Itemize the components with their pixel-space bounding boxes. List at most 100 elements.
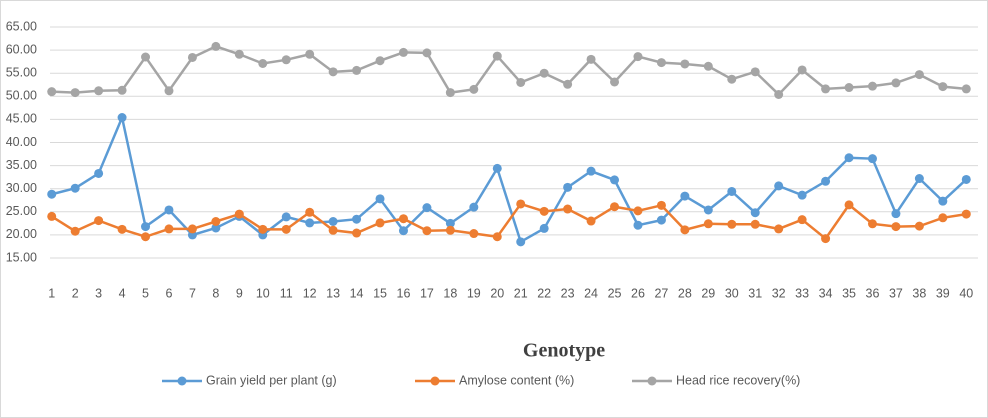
point	[610, 77, 620, 87]
x-tick-label: 33	[795, 286, 809, 300]
point	[47, 87, 57, 97]
point	[398, 226, 408, 236]
point	[797, 190, 807, 200]
point	[94, 168, 104, 178]
point	[867, 154, 877, 164]
x-tick-label: 32	[772, 286, 786, 300]
point	[891, 78, 901, 88]
point	[164, 224, 174, 234]
x-tick-label: 35	[842, 286, 856, 300]
point	[516, 77, 526, 87]
y-tick-label: 15.00	[6, 250, 37, 264]
x-tick-label: 16	[397, 286, 411, 300]
x-tick-label: 23	[561, 286, 575, 300]
point	[117, 113, 127, 123]
point	[891, 209, 901, 219]
legend-marker	[430, 376, 440, 386]
legend-label: Grain yield per plant (g)	[206, 373, 337, 387]
point	[94, 216, 104, 226]
y-tick-label: 35.00	[6, 158, 37, 172]
x-tick-label: 18	[443, 286, 457, 300]
point	[938, 82, 948, 92]
point	[750, 208, 760, 218]
x-tick-label: 17	[420, 286, 434, 300]
x-tick-label: 31	[748, 286, 762, 300]
point	[70, 88, 80, 98]
point	[211, 41, 221, 51]
point	[633, 220, 643, 230]
x-tick-label: 11	[280, 286, 293, 300]
point	[633, 52, 643, 62]
point	[703, 219, 713, 229]
point	[844, 83, 854, 93]
point	[422, 48, 432, 58]
legend-marker	[177, 376, 187, 386]
point	[328, 67, 338, 77]
point	[375, 194, 385, 204]
point	[47, 189, 57, 199]
x-tick-label: 5	[142, 286, 149, 300]
point	[844, 200, 854, 210]
point	[422, 203, 432, 213]
point	[961, 84, 971, 94]
x-tick-label: 8	[212, 286, 219, 300]
x-tick-label: 24	[584, 286, 598, 300]
x-tick-label: 7	[189, 286, 196, 300]
point	[281, 212, 291, 222]
point	[47, 211, 57, 221]
point	[187, 224, 197, 234]
point	[445, 225, 455, 235]
point	[211, 217, 221, 227]
point	[375, 56, 385, 66]
point	[352, 65, 362, 75]
x-tick-label: 3	[95, 286, 102, 300]
x-tick-label: 6	[165, 286, 172, 300]
x-tick-label: 2	[72, 286, 79, 300]
point	[539, 223, 549, 233]
point	[914, 174, 924, 184]
point	[469, 229, 479, 239]
point	[398, 47, 408, 57]
y-tick-label: 55.00	[6, 65, 37, 79]
point	[492, 163, 502, 173]
point	[750, 219, 760, 229]
point	[305, 49, 315, 59]
y-tick-label: 65.00	[6, 19, 37, 33]
point	[703, 205, 713, 215]
point	[70, 183, 80, 193]
series-line	[51, 45, 967, 97]
point	[727, 219, 737, 229]
point	[961, 209, 971, 219]
point	[187, 52, 197, 62]
point	[141, 232, 151, 242]
x-tick-label: 4	[119, 286, 126, 300]
x-tick-label: 29	[701, 286, 715, 300]
point	[680, 59, 690, 69]
point	[305, 207, 315, 217]
x-tick-label: 21	[514, 286, 528, 300]
point	[844, 153, 854, 163]
x-tick-label: 15	[373, 286, 387, 300]
point	[422, 226, 432, 236]
x-axis-label: Genotype	[523, 340, 605, 362]
point	[867, 81, 877, 91]
point	[727, 186, 737, 196]
point	[821, 84, 831, 94]
x-tick-label: 25	[608, 286, 622, 300]
point	[563, 182, 573, 192]
x-tick-label: 13	[326, 286, 340, 300]
x-tick-label: 20	[490, 286, 504, 300]
point	[774, 89, 784, 99]
x-tick-label: 36	[866, 286, 880, 300]
legend-label: Amylose content (%)	[459, 373, 574, 387]
point	[797, 215, 807, 225]
point	[117, 85, 127, 95]
point	[750, 67, 760, 77]
point	[586, 216, 596, 226]
point	[727, 74, 737, 84]
point	[586, 54, 596, 64]
point	[445, 88, 455, 98]
point	[914, 221, 924, 231]
x-tick-label: 26	[631, 286, 645, 300]
